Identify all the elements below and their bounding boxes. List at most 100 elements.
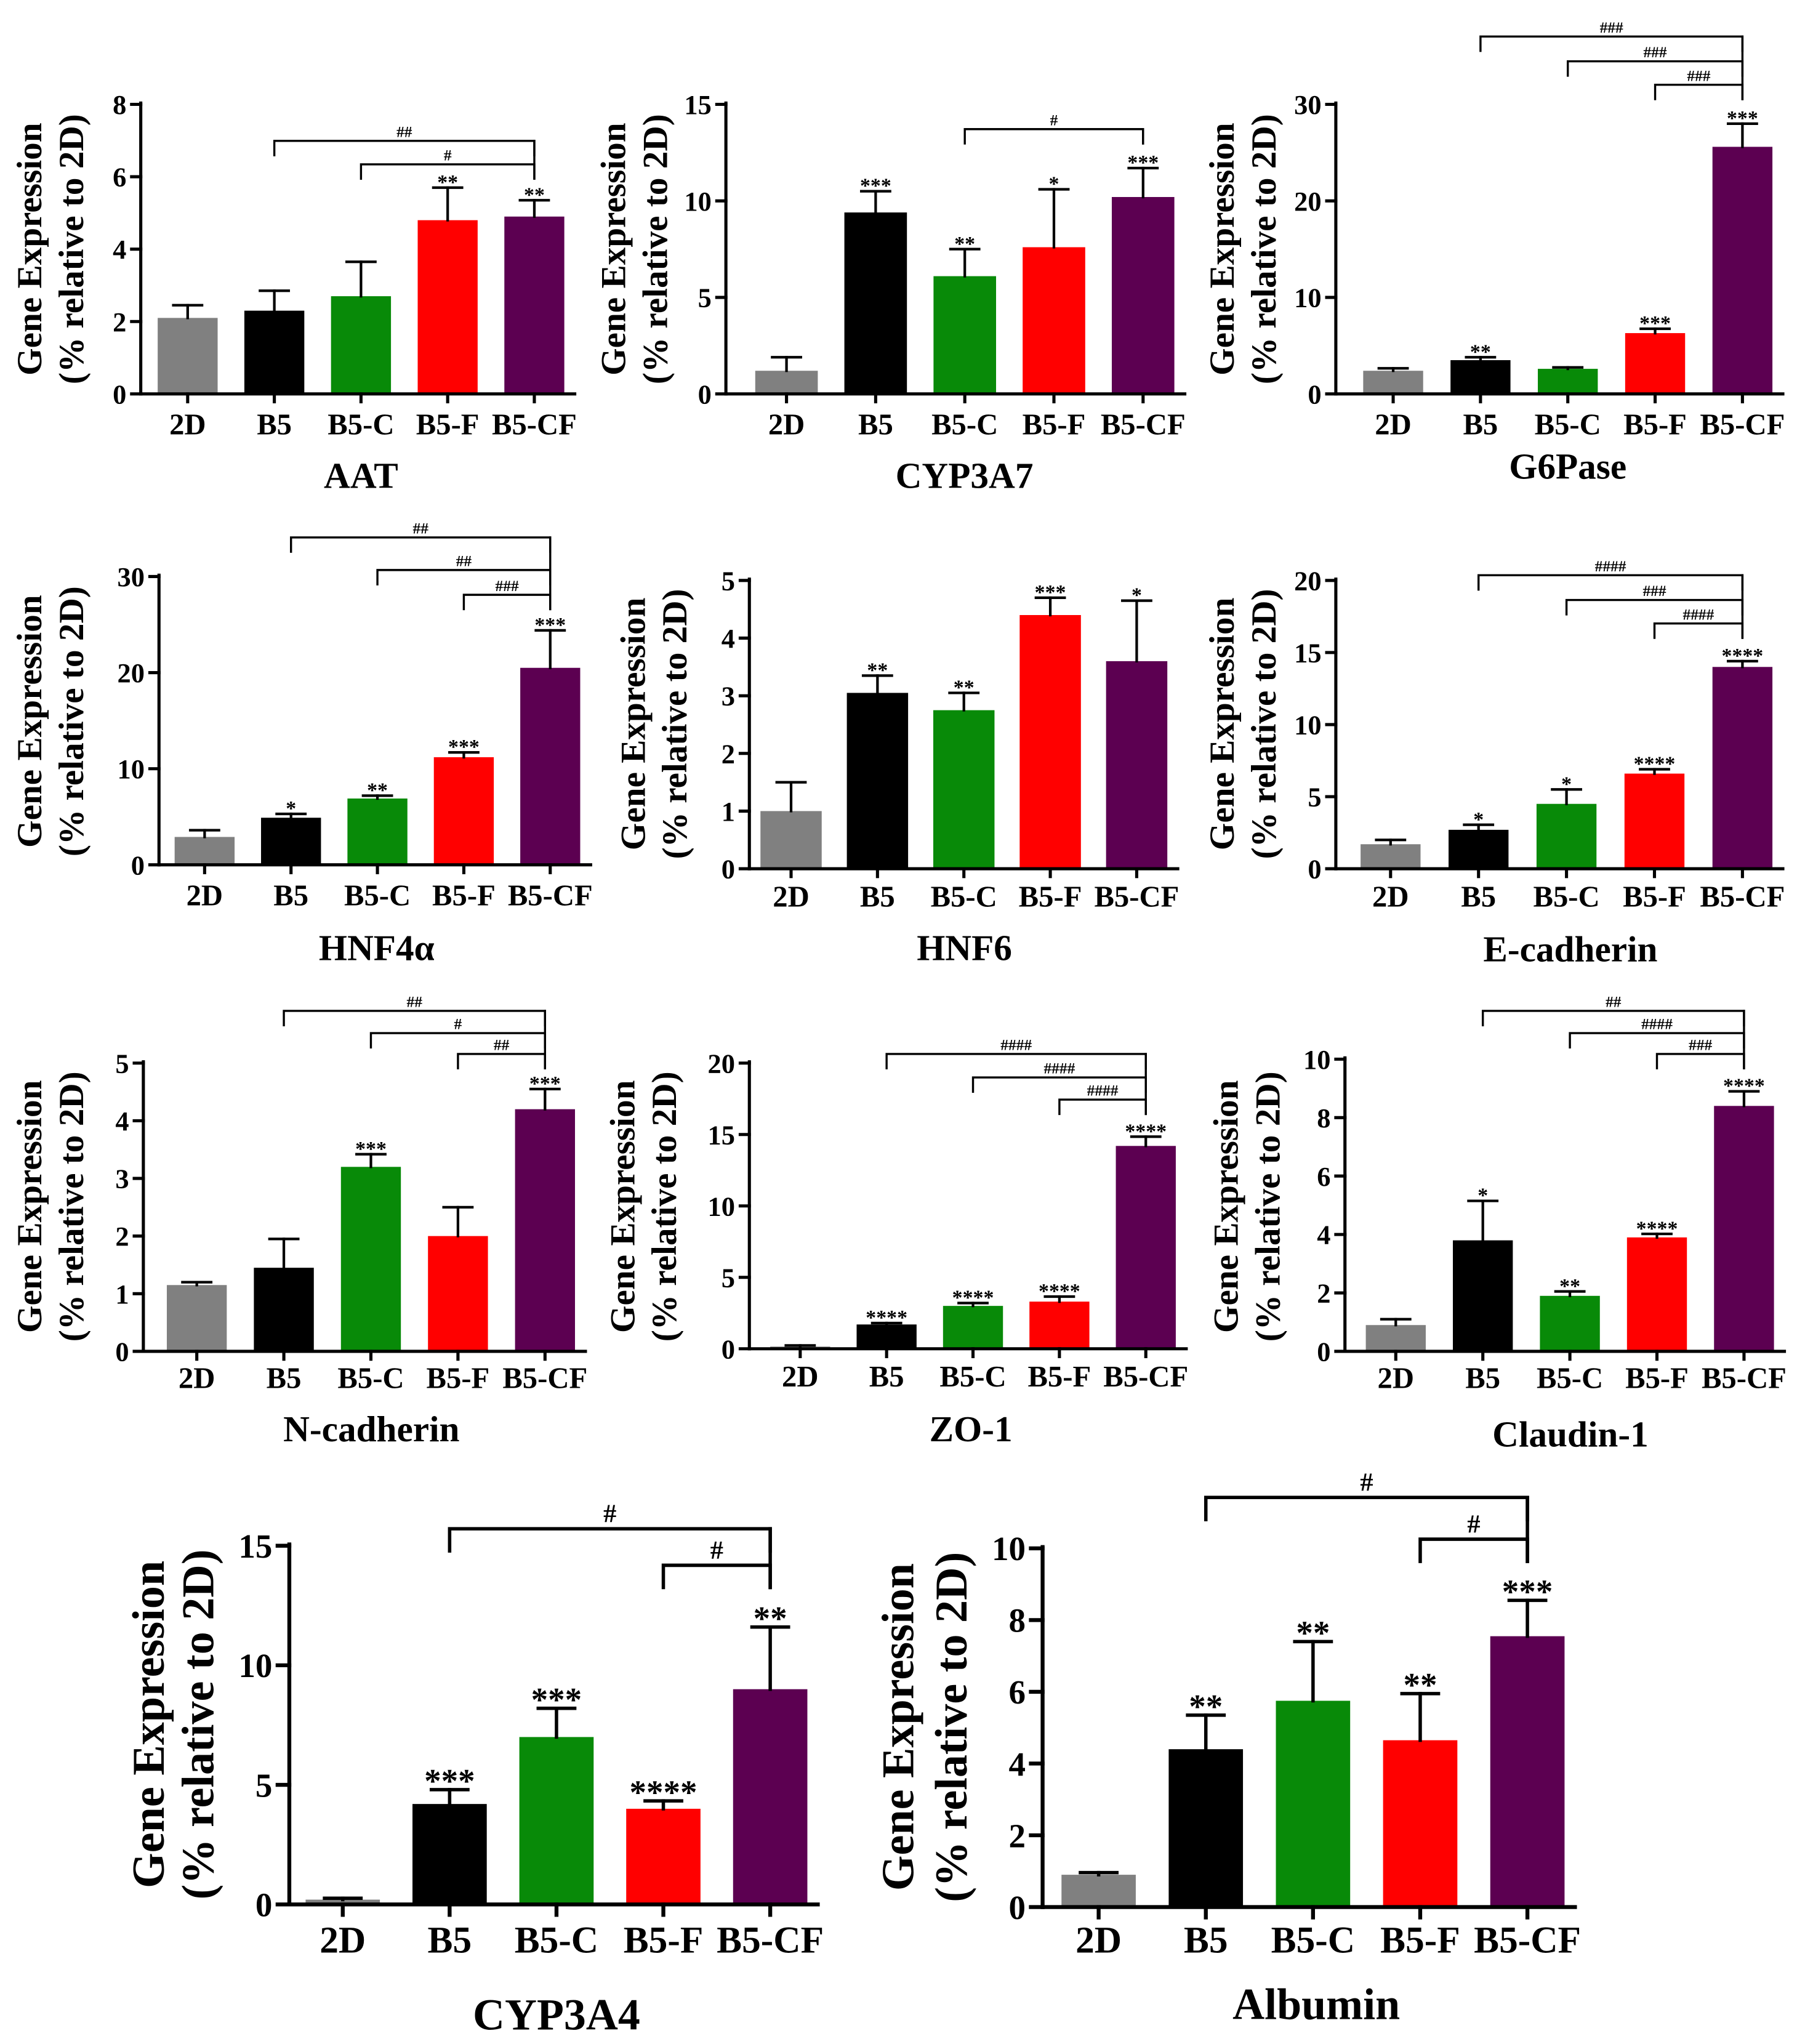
chart-title: E-cadherin [1483,928,1657,969]
chart-title: HNF6 [917,927,1012,968]
significance-marker: **** [866,1306,907,1329]
bar-b5-c [943,1306,1003,1349]
x-tick-label: B5 [428,1920,472,1962]
y-tick-label: 10 [1294,709,1321,740]
bar-b5-f [1625,333,1686,394]
x-tick-label: 2D [782,1360,819,1393]
x-tick-label: B5-F [1623,880,1686,913]
significance-marker: ** [954,233,975,256]
y-tick-label: 5 [255,1766,273,1804]
chart-title: Albumin [1232,1980,1400,2029]
bar-b5-cf [1111,197,1175,394]
y-tick-label: 2 [113,307,126,337]
chart-title: N-cadherin [283,1409,459,1449]
x-tick-label: B5 [860,880,895,913]
bar-2d [1365,1325,1426,1351]
x-tick-label: B5-F [624,1920,704,1962]
y-tick-label: 0 [255,1886,273,1924]
y-axis-label: Gene Expression [595,123,633,375]
y-tick-label: 20 [118,658,145,688]
significance-marker: **** [1722,645,1764,667]
x-tick-label: 2D [187,879,223,912]
y-tick-label: 4 [115,1106,129,1137]
comparison-bracket [273,140,536,156]
x-tick-label: 2D [179,1361,215,1394]
y-tick-label: 8 [1009,1602,1026,1640]
bar-b5-cf [733,1689,808,1905]
significance-marker: ** [1470,340,1491,363]
bracket-label: ## [396,123,412,140]
bar-b5-cf [504,216,565,394]
bar-2d [166,1285,227,1351]
chart-cyp3a4: 2D B5 *** B5-C *** B5-F **** B5-CF ** 0 5 10 15 Gene … [124,1500,824,2040]
y-tick-label: 4 [722,623,735,654]
comparison-bracket [290,536,552,553]
chart-hnf6: 2D B5 ** B5-C ** B5-F *** B5-CF * 0 1 2 3 4 5 Gene Expr… [614,565,1180,968]
x-tick-label: B5-CF [1702,1361,1787,1394]
chart-title: HNF4α [319,927,435,968]
comparison-bracket [1479,35,1744,52]
bracket-label: ### [1600,19,1623,36]
x-tick-label: B5-F [1027,1360,1091,1393]
x-tick-label: B5-F [1019,880,1082,913]
bracket-label: ## [494,1037,510,1054]
y-tick-label: 10 [1294,283,1321,313]
y-tick-label: 6 [1009,1673,1026,1711]
y-tick-label: 0 [722,854,735,885]
x-tick-label: B5-CF [1101,408,1186,441]
bracket-label: ### [1644,44,1667,61]
significance-marker: *** [1639,312,1671,335]
significance-marker: * [1132,584,1142,607]
chart-title: AAT [324,455,398,496]
comparison-bracket [1569,1032,1745,1049]
bracket-label: # [1360,1468,1373,1497]
x-tick-label: B5-C [1537,1361,1603,1394]
x-tick-label: B5 [858,408,893,441]
comparison-bracket [457,1053,547,1069]
y-axis-label: (% relative to 2D) [1248,1071,1287,1342]
significance-marker: * [1477,1185,1488,1207]
y-axis-label: (% relative to 2D) [52,1071,91,1342]
y-tick-label: 10 [992,1530,1026,1567]
comparison-bracket [462,593,552,611]
bar-b5 [844,212,907,394]
bar-b5-f [433,757,494,865]
bracket-label: #### [1087,1082,1119,1100]
y-axis-label: (% relative to 2D) [52,114,91,384]
x-tick-label: 2D [1372,880,1409,913]
chart-aat: 2D B5 B5-C B5-F ** B5-CF ** 0 2 4 6 8 Gene Expressio… [10,89,577,496]
bar-2d [1363,371,1423,394]
y-tick-label: 30 [118,561,145,592]
bar-b5-cf [1712,147,1773,394]
significance-marker: * [1473,808,1484,831]
bar-b5-c [933,710,995,869]
x-tick-label: B5-F [1023,408,1086,441]
x-tick-label: B5-CF [492,408,577,441]
bar-b5 [254,1268,314,1351]
x-tick-label: B5-CF [1700,408,1785,441]
y-tick-label: 0 [1308,379,1321,409]
y-tick-label: 15 [684,89,711,120]
significance-marker: ** [1403,1666,1437,1704]
x-tick-label: B5 [869,1360,904,1393]
bracket-label: #### [1641,1016,1673,1033]
x-tick-label: B5-CF [508,879,593,912]
bracket-label: ### [1687,67,1710,84]
y-tick-label: 10 [1303,1044,1330,1075]
significance-marker: **** [630,1773,697,1811]
y-axis-label: Gene Expression [10,123,49,375]
bar-b5 [412,1804,487,1905]
y-axis-label: (% relative to 2D) [174,1549,224,1899]
significance-marker: *** [1727,107,1758,130]
bar-b5-f [1029,1302,1090,1349]
bar-b5-cf [515,1109,576,1351]
chart-claudin-1: 2D B5 * B5-C ** B5-F **** B5-CF **** 0 2 4 6 8 10 Gene … [1207,994,1787,1455]
significance-marker: *** [1035,581,1066,604]
y-tick-label: 20 [708,1048,735,1079]
bracket-label: #### [1043,1060,1075,1077]
significance-marker: **** [1723,1075,1765,1098]
significance-marker: ** [524,183,545,206]
y-tick-label: 4 [1009,1745,1026,1783]
bar-b5-c [347,799,408,865]
chart-g6pase: 2D B5 ** B5-C B5-F *** B5-CF *** 0 10 20 30 Gene Exp… [1203,19,1785,487]
